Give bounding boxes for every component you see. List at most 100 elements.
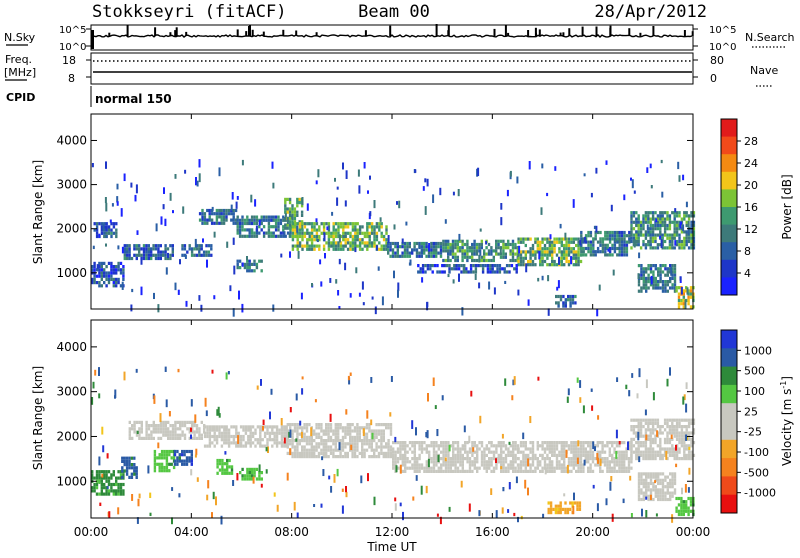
data-cell bbox=[682, 302, 685, 306]
data-cell bbox=[497, 444, 500, 448]
data-cell bbox=[541, 247, 544, 251]
data-cell bbox=[416, 466, 419, 470]
data-cell bbox=[485, 453, 488, 457]
data-cell bbox=[449, 252, 452, 256]
data-cell bbox=[342, 247, 345, 251]
data-cell bbox=[589, 230, 593, 235]
data-cell bbox=[157, 424, 160, 428]
data-cell bbox=[649, 437, 652, 441]
data-cell bbox=[325, 231, 328, 235]
data-cell bbox=[572, 199, 575, 208]
data-cell bbox=[463, 264, 466, 272]
data-cell bbox=[119, 492, 123, 496]
data-cell bbox=[94, 369, 97, 376]
data-cell bbox=[534, 453, 537, 457]
data-cell bbox=[363, 426, 366, 430]
data-cell bbox=[377, 432, 381, 436]
data-cell bbox=[392, 453, 395, 457]
data-cell bbox=[382, 455, 385, 459]
data-cell bbox=[315, 435, 318, 439]
data-cell bbox=[644, 409, 647, 416]
data-cell bbox=[165, 453, 169, 457]
data-cell bbox=[361, 451, 364, 455]
data-cell bbox=[153, 456, 157, 460]
data-cell bbox=[683, 425, 686, 429]
data-cell bbox=[227, 441, 231, 445]
data-cell bbox=[391, 251, 395, 255]
data-cell bbox=[270, 231, 273, 235]
data-cell bbox=[225, 441, 228, 445]
data-cell bbox=[558, 460, 561, 464]
data-cell bbox=[683, 441, 686, 445]
data-cell bbox=[642, 217, 645, 221]
data-cell bbox=[95, 492, 99, 496]
data-cell bbox=[531, 450, 535, 454]
data-cell bbox=[313, 222, 316, 226]
data-cell bbox=[353, 439, 357, 443]
data-cell bbox=[425, 432, 428, 438]
data-cell bbox=[666, 217, 669, 221]
data-cell bbox=[432, 453, 436, 457]
data-cell bbox=[308, 423, 311, 427]
data-cell bbox=[95, 281, 99, 285]
data-cell bbox=[442, 460, 445, 464]
data-cell bbox=[632, 428, 636, 432]
data-cell bbox=[623, 194, 626, 201]
data-cell bbox=[356, 426, 359, 430]
data-cell bbox=[171, 247, 174, 251]
data-cell bbox=[91, 281, 94, 285]
data-cell bbox=[565, 247, 568, 251]
data-cell bbox=[305, 439, 309, 443]
data-cell bbox=[649, 418, 652, 422]
data-cell bbox=[288, 431, 291, 438]
data-cell bbox=[105, 231, 108, 235]
data-cell bbox=[173, 453, 177, 457]
data-cell bbox=[489, 264, 492, 268]
data-cell bbox=[551, 466, 554, 470]
data-cell bbox=[558, 463, 561, 467]
data-cell bbox=[504, 447, 508, 451]
data-cell bbox=[389, 432, 393, 436]
data-cell bbox=[168, 449, 171, 454]
data-cell bbox=[169, 192, 172, 201]
data-cell bbox=[468, 447, 472, 451]
data-cell bbox=[170, 462, 173, 466]
data-cell bbox=[543, 243, 547, 248]
data-cell bbox=[575, 460, 578, 464]
data-cell bbox=[463, 242, 467, 247]
data-cell bbox=[444, 463, 448, 467]
data-cell bbox=[547, 511, 550, 515]
data-cell bbox=[478, 246, 481, 250]
data-cell bbox=[282, 225, 285, 229]
data-cell bbox=[654, 239, 657, 244]
data-cell bbox=[274, 215, 278, 219]
data-cell bbox=[466, 252, 469, 256]
data-cell bbox=[102, 445, 105, 453]
data-cell bbox=[332, 234, 335, 239]
data-cell bbox=[578, 504, 582, 508]
data-cell bbox=[227, 438, 231, 442]
data-cell bbox=[582, 237, 585, 241]
data-cell bbox=[418, 244, 421, 250]
data-cell bbox=[487, 249, 491, 253]
data-cell bbox=[678, 236, 681, 240]
data-cell bbox=[485, 469, 488, 473]
data-cell bbox=[95, 225, 99, 229]
data-cell bbox=[164, 256, 167, 261]
data-cell bbox=[105, 161, 107, 169]
data-cell bbox=[666, 447, 669, 451]
data-cell bbox=[444, 242, 447, 247]
data-cell bbox=[656, 450, 660, 454]
data-cell bbox=[92, 245, 95, 250]
data-cell bbox=[647, 220, 650, 224]
data-cell bbox=[181, 430, 184, 434]
data-cell bbox=[157, 253, 160, 257]
data-cell bbox=[485, 444, 488, 448]
data-cell bbox=[657, 283, 660, 287]
data-cell bbox=[671, 270, 674, 274]
data-cell bbox=[682, 174, 685, 181]
data-cell bbox=[198, 218, 202, 222]
data-cell bbox=[649, 478, 653, 482]
data-cell bbox=[315, 234, 319, 239]
power-colorbar-cell bbox=[721, 277, 737, 296]
